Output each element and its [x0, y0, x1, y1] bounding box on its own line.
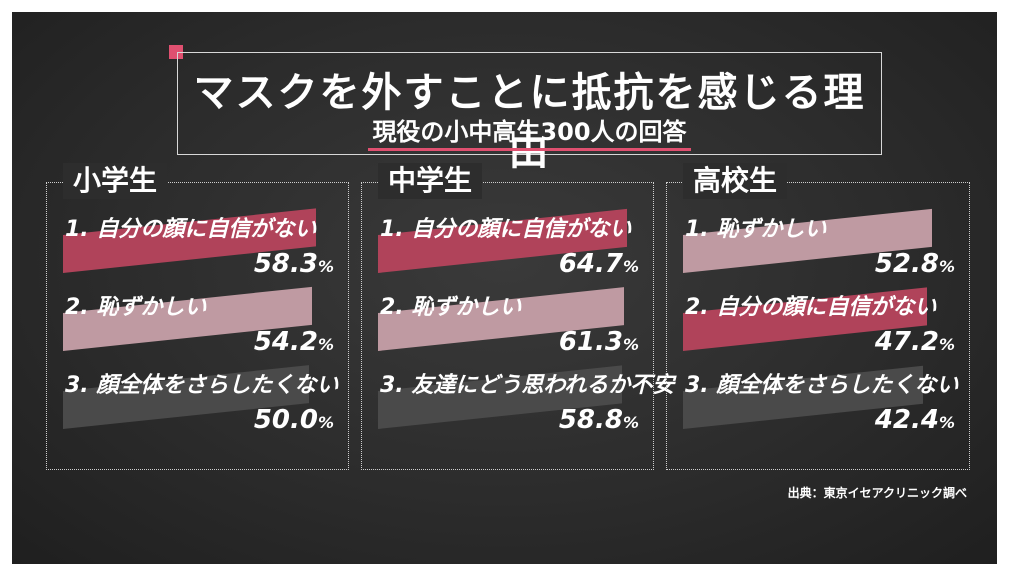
item-label: 2. 恥ずかしい: [65, 295, 207, 320]
item-label: 1. 自分の顔に自信がない: [65, 217, 317, 242]
list-item: 3. 顔全体をさらしたくない 42.4%: [667, 365, 969, 445]
accent-square-icon: [169, 45, 183, 59]
item-value: 42.4%: [874, 405, 955, 435]
infographic-screen: マスクを外すことに抵抗を感じる理由 現役の小中高生300人の回答 小学生 1. …: [12, 12, 997, 564]
list-item: 2. 恥ずかしい 54.2%: [47, 286, 348, 367]
panel-high-school: 高校生 1. 恥ずかしい 52.8% 2. 自分の顔に自信がない 47.2% 3…: [666, 163, 970, 470]
item-value: 54.2%: [253, 327, 334, 357]
panel-title: 中学生: [378, 163, 483, 199]
list-item: 3. 友達にどう思われるか不安 58.8%: [362, 365, 674, 445]
source-note: 出典：東京イセアクリニック調べ: [787, 486, 967, 500]
list-item: 2. 自分の顔に自信がない 47.2%: [667, 287, 969, 367]
item-label: 1. 恥ずかしい: [685, 217, 827, 242]
list-item: 1. 恥ずかしい 52.8%: [667, 208, 969, 289]
panel-title: 小学生: [63, 163, 168, 199]
subtitle-text: 現役の小中高生300人の回答: [368, 118, 691, 151]
item-value: 58.8%: [558, 405, 639, 435]
item-label: 3. 顔全体をさらしたくない: [65, 373, 339, 398]
list-item: 1. 自分の顔に自信がない 64.7%: [362, 208, 653, 289]
item-label: 3. 顔全体をさらしたくない: [685, 373, 959, 398]
page-title: マスクを外すことに抵抗を感じる理由: [193, 70, 866, 174]
item-label: 3. 友達にどう思われるか不安: [380, 373, 675, 398]
item-label: 2. 自分の顔に自信がない: [685, 295, 937, 320]
item-value: 50.0%: [253, 405, 334, 435]
panel-junior-high: 中学生 1. 自分の顔に自信がない 64.7% 2. 恥ずかしい 61.3% 3…: [361, 163, 674, 470]
item-value: 47.2%: [874, 327, 955, 357]
item-value: 58.3%: [253, 249, 334, 279]
list-item: 2. 恥ずかしい 61.3%: [362, 287, 653, 367]
item-value: 61.3%: [558, 327, 639, 357]
item-label: 2. 恥ずかしい: [380, 295, 522, 320]
page-subtitle: 現役の小中高生300人の回答: [177, 112, 882, 151]
panel-title: 高校生: [683, 163, 788, 199]
item-label: 1. 自分の顔に自信がない: [380, 217, 632, 242]
item-value: 64.7%: [558, 249, 639, 279]
title-frame: [177, 52, 882, 155]
panel-elementary: 小学生 1. 自分の顔に自信がない 58.3% 2. 恥ずかしい 54.2% 3…: [46, 163, 349, 470]
list-item: 3. 顔全体をさらしたくない 50.0%: [47, 365, 348, 445]
list-item: 1. 自分の顔に自信がない 58.3%: [47, 208, 348, 289]
item-value: 52.8%: [874, 249, 955, 279]
